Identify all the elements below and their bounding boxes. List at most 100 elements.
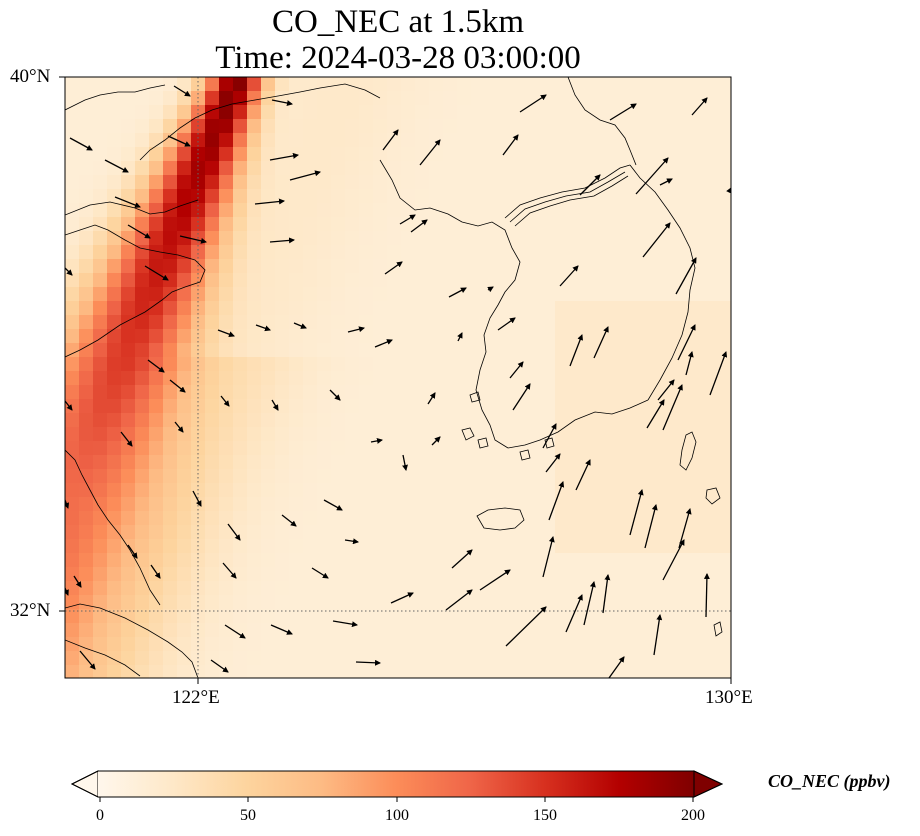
field-cell <box>415 77 430 92</box>
field-cell <box>709 581 724 596</box>
field-cell <box>359 259 374 274</box>
field-cell <box>387 651 402 666</box>
field-cell <box>205 357 220 372</box>
field-cell <box>191 581 206 596</box>
field-cell <box>107 399 122 414</box>
field-cell <box>359 91 374 106</box>
field-cell <box>275 609 290 624</box>
field-cell <box>555 553 570 568</box>
field-cell <box>261 399 276 414</box>
field-cell <box>485 329 500 344</box>
field-cell <box>695 357 710 372</box>
wind-arrow <box>657 379 675 401</box>
field-cell <box>135 77 150 92</box>
field-cell <box>527 637 542 652</box>
field-cell <box>121 413 136 428</box>
wind-arrow <box>210 659 229 673</box>
field-cell <box>723 371 731 386</box>
field-cell <box>639 273 654 288</box>
field-cell <box>485 469 500 484</box>
wind-arrow <box>512 383 531 411</box>
field-cell <box>331 511 346 526</box>
field-cell <box>163 609 178 624</box>
field-cell <box>345 357 360 372</box>
field-cell <box>289 245 304 260</box>
field-cell <box>317 427 332 442</box>
field-cell <box>471 245 486 260</box>
field-cell <box>303 119 318 134</box>
field-cell <box>317 399 332 414</box>
field-cell <box>205 231 220 246</box>
field-cell <box>275 581 290 596</box>
field-cell <box>345 665 360 678</box>
field-cell <box>345 385 360 400</box>
field-cell <box>541 623 556 638</box>
field-cell <box>163 581 178 596</box>
field-cell <box>289 259 304 274</box>
field-cell <box>387 581 402 596</box>
field-cell <box>233 175 248 190</box>
field-cell <box>541 581 556 596</box>
field-cell <box>205 637 220 652</box>
field-cell <box>555 77 570 92</box>
field-cell <box>289 203 304 218</box>
field-cell <box>93 105 108 120</box>
wind-arrow <box>709 351 728 396</box>
field-cell <box>205 441 220 456</box>
field-cell <box>709 161 724 176</box>
field-cell <box>625 539 640 554</box>
field-cell <box>457 203 472 218</box>
field-cell <box>499 441 514 456</box>
field-cell <box>513 161 528 176</box>
field-cell <box>611 553 626 568</box>
field-cell <box>177 357 192 372</box>
field-cell <box>205 483 220 498</box>
field-cell <box>93 203 108 218</box>
field-cell <box>345 245 360 260</box>
field-cell <box>121 497 136 512</box>
field-cell <box>625 301 640 316</box>
field-cell <box>611 301 626 316</box>
field-cell <box>275 553 290 568</box>
field-cell <box>625 399 640 414</box>
field-cell <box>401 497 416 512</box>
field-cell <box>443 623 458 638</box>
wind-arrow <box>579 174 601 196</box>
field-cell <box>275 189 290 204</box>
field-cell <box>485 539 500 554</box>
field-cell <box>149 441 164 456</box>
field-cell <box>723 77 731 92</box>
field-cell <box>65 161 80 176</box>
field-cell <box>569 511 584 526</box>
field-cell <box>107 287 122 302</box>
field-cell <box>639 217 654 232</box>
field-cell <box>555 133 570 148</box>
field-cell <box>107 259 122 274</box>
field-cell <box>429 469 444 484</box>
colorbar-tick-50: 50 <box>240 807 256 824</box>
field-cell <box>107 119 122 134</box>
field-cell <box>107 623 122 638</box>
field-cell <box>93 287 108 302</box>
field-cell <box>429 245 444 260</box>
field-cell <box>205 581 220 596</box>
field-cell <box>149 483 164 498</box>
field-cell <box>149 609 164 624</box>
field-cell <box>597 651 612 666</box>
field-cell <box>555 539 570 554</box>
field-cell <box>611 91 626 106</box>
field-cell <box>205 567 220 582</box>
field-cell <box>401 553 416 568</box>
field-cell <box>149 469 164 484</box>
field-cell <box>121 427 136 442</box>
field-cell <box>653 539 668 554</box>
field-cell <box>597 455 612 470</box>
field-cell <box>457 399 472 414</box>
field-cell <box>247 203 262 218</box>
field-cell <box>555 315 570 330</box>
field-cell <box>345 203 360 218</box>
field-cell <box>65 455 80 470</box>
field-cell <box>149 399 164 414</box>
field-cell <box>317 637 332 652</box>
field-cell <box>289 217 304 232</box>
